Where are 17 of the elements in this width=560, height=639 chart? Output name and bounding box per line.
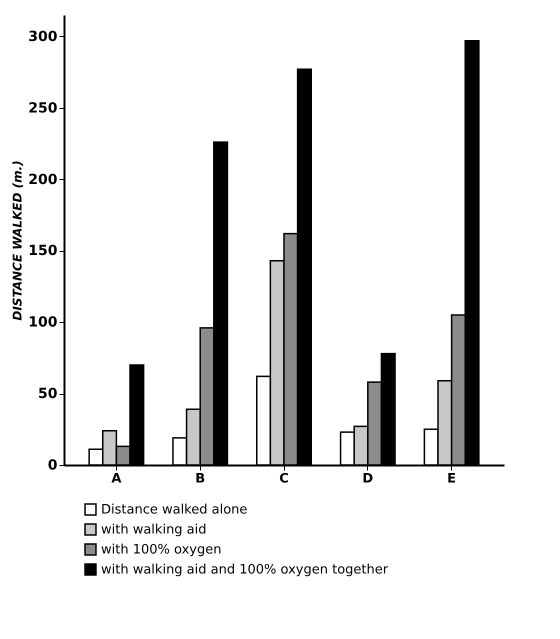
legend-label: Distance walked alone [101,502,248,518]
y-tick-label: 250 [28,100,58,116]
x-tick-label: C [279,472,289,486]
y-tick-label: 150 [28,243,58,260]
legend-label: with walking aid [101,522,207,538]
x-tick-label: A [111,472,122,486]
y-tick-label: 300 [28,28,58,45]
y-tick-label: 200 [28,172,58,188]
y-tick-label: 0 [48,458,58,474]
y-tick-label: 100 [28,314,58,331]
x-tick-label: B [195,472,206,486]
y-axis-title: DISTANCE WALKED (m.) [10,160,24,321]
x-tick-label: E [447,472,456,486]
legend-label: with 100% oxygen [101,542,222,558]
y-tick-label: 50 [38,386,58,402]
x-tick-label: D [362,472,374,486]
legend-label: with walking aid and 100% oxygen together [101,562,389,578]
